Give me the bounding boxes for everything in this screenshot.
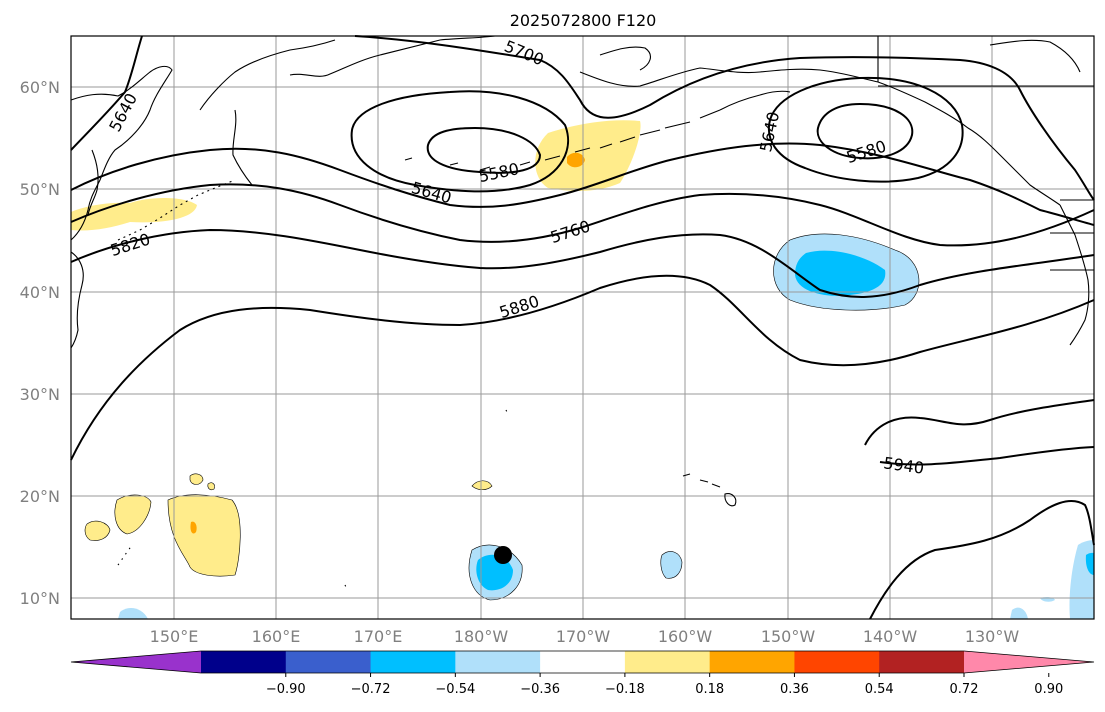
shaded-areas: [71, 120, 1094, 619]
coast-canada: [1059, 204, 1090, 346]
colorbar-tick-label: 0.18: [695, 682, 724, 697]
storm-position-marker: [494, 546, 512, 564]
contour-5700: [70, 35, 1095, 201]
lon-label-180w: 180°W: [454, 627, 509, 646]
colorbar-outline: [70, 650, 1095, 674]
shade-orange-trop-west: [190, 521, 197, 534]
contour-5880: [70, 274, 1095, 461]
shade-yellow-trop-w3: [84, 520, 111, 541]
coast-aleutians: [404, 109, 721, 171]
colorbar-segment: [285, 651, 372, 673]
shade-yellow-aleutian: [535, 120, 641, 191]
coast-hawaii: [682, 473, 737, 507]
contour-5940-se: [869, 500, 1095, 620]
lon-label-150w: 150°W: [761, 627, 816, 646]
coast-sakhalin: [87, 149, 99, 216]
shade-lightblue-se2: [1010, 607, 1028, 619]
lon-label-170e: 170°E: [354, 627, 403, 646]
coast-chukotka: [289, 35, 496, 77]
colorbar-tick-label: −0.54: [435, 682, 475, 697]
colorbar-segment: [455, 651, 541, 673]
contour-5640-kam: [70, 142, 1095, 226]
colorbar-segment: [624, 651, 711, 673]
shade-lightblue-trop2: [660, 551, 683, 579]
contour-5640-east: [767, 76, 964, 183]
coast-islands: [117, 409, 508, 588]
graticule: [71, 36, 1094, 619]
lat-label-40n: 40°N: [20, 283, 60, 302]
contour-5760: [70, 183, 1095, 247]
contour-5580-east: [816, 102, 914, 160]
colorbar-tick-label: 0.36: [780, 682, 809, 697]
height-contours: [70, 35, 1095, 620]
coast-kurils: [117, 179, 236, 241]
lat-label-50n: 50°N: [20, 180, 60, 199]
coast-na-interior: [877, 36, 1094, 271]
shade-blue-npac: [795, 250, 886, 296]
lat-label-20n: 20°N: [20, 487, 60, 506]
colorbar-extend-low: [71, 651, 201, 673]
lat-label-60n: 60°N: [20, 78, 60, 97]
shade-yellow-trop-mid: [471, 480, 493, 491]
lon-label-160w: 160°W: [658, 627, 713, 646]
shade-lightblue-sw: [118, 607, 148, 619]
shade-blue-se: [1085, 552, 1094, 575]
lat-label-10n: 10°N: [20, 589, 60, 608]
lon-label-150e: 150°E: [150, 627, 199, 646]
longitude-labels: 150°E 160°E 170°E 180°W 170°W 160°W 150°…: [150, 627, 1020, 646]
colorbar: −0.90 −0.72 −0.54 −0.36 −0.18 0.18 0.36 0.54 0.7…: [70, 650, 1095, 697]
colorbar-tick-label: −0.18: [605, 682, 645, 697]
contour-5640-west: [350, 90, 570, 193]
colorbar-tick-label: −0.36: [520, 682, 560, 697]
shade-yellow-trop-w2: [114, 494, 152, 535]
colorbar-extend-high: [964, 651, 1094, 673]
coast-asia-main: [70, 251, 84, 349]
colorbar-segment: [709, 651, 795, 673]
coast-kamchatka: [70, 65, 173, 241]
colorbar-tick-label: 0.54: [865, 682, 894, 697]
contour-5580-west: [426, 126, 542, 174]
lon-label-140w: 140°W: [863, 627, 918, 646]
lon-label-130w: 130°W: [965, 627, 1020, 646]
contour-5820: [70, 228, 1095, 298]
shade-orange-aleutian: [567, 152, 585, 168]
colorbar-tick-label: 0.90: [1034, 682, 1063, 697]
coastlines: [70, 35, 1094, 588]
colorbar-tick-label: −0.90: [266, 682, 306, 697]
colorbar-segment: [879, 651, 965, 673]
colorbar-segment: [201, 651, 287, 673]
map-frame: [70, 35, 1095, 620]
coast-arctic: [989, 39, 1081, 73]
lon-label-170w: 170°W: [556, 627, 611, 646]
colorbar-tick-label: 0.72: [950, 682, 979, 697]
coast-alaska-pen: [719, 90, 791, 111]
map-plot-area: 5700 5640 5580 5640 5640 5580 5820 5760 …: [70, 35, 1095, 620]
colorbar-segment: [540, 651, 626, 673]
coast-nw: [599, 46, 651, 71]
coast-okhotsk: [199, 39, 336, 111]
lat-label-30n: 30°N: [20, 385, 60, 404]
shade-yellow-trop-w4: [189, 473, 204, 485]
lon-label-160e: 160°E: [252, 627, 301, 646]
colorbar-segment: [370, 651, 456, 673]
colorbar-tick-label: −0.72: [351, 682, 391, 697]
coast-kamchatka-pen: [232, 109, 253, 186]
latitude-labels: 60°N 50°N 40°N 30°N 20°N 10°N: [20, 78, 60, 608]
contour-5940: [864, 399, 1095, 466]
map-title: 2025072800 F120: [510, 11, 657, 30]
shade-yellow-trop-w5: [207, 482, 215, 491]
colorbar-segment: [794, 651, 880, 673]
shade-yellow-kuril: [71, 197, 197, 231]
